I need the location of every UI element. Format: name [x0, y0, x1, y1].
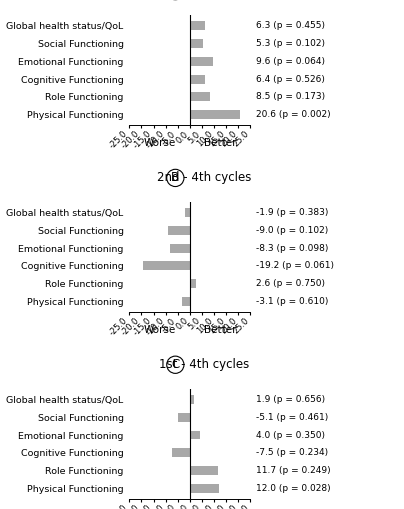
- Bar: [185, 208, 190, 217]
- Text: -8.3 (p = 0.098): -8.3 (p = 0.098): [256, 244, 328, 252]
- Bar: [190, 466, 218, 475]
- Text: 8.5 (p = 0.173): 8.5 (p = 0.173): [256, 92, 325, 101]
- Text: 9.6 (p = 0.064): 9.6 (p = 0.064): [256, 57, 325, 66]
- Bar: [190, 21, 205, 31]
- Text: 2.6 (p = 0.750): 2.6 (p = 0.750): [256, 279, 325, 288]
- Text: 11.7 (p = 0.249): 11.7 (p = 0.249): [256, 466, 330, 475]
- Bar: [170, 244, 190, 252]
- Bar: [190, 92, 210, 101]
- Text: -19.2 (p = 0.061): -19.2 (p = 0.061): [256, 262, 334, 270]
- Bar: [182, 297, 190, 306]
- Text: -5.1 (p = 0.461): -5.1 (p = 0.461): [256, 413, 328, 422]
- Bar: [190, 395, 194, 404]
- Text: 6.3 (p = 0.455): 6.3 (p = 0.455): [256, 21, 325, 31]
- Bar: [143, 262, 190, 270]
- Text: 12.0 (p = 0.028): 12.0 (p = 0.028): [256, 484, 330, 493]
- Text: -3.1 (p = 0.610): -3.1 (p = 0.610): [256, 297, 328, 306]
- Text: Worse: Worse: [143, 325, 176, 335]
- Text: Better: Better: [204, 138, 236, 149]
- Text: -1.9 (p = 0.383): -1.9 (p = 0.383): [256, 208, 328, 217]
- Text: -7.5 (p = 0.234): -7.5 (p = 0.234): [256, 448, 328, 457]
- Text: 1st - 4th cycles: 1st - 4th cycles: [159, 358, 250, 371]
- Bar: [190, 279, 196, 288]
- Bar: [190, 75, 205, 83]
- Text: 6.4 (p = 0.526): 6.4 (p = 0.526): [256, 75, 325, 83]
- Bar: [190, 57, 213, 66]
- Bar: [177, 413, 190, 422]
- Text: 4.0 (p = 0.350): 4.0 (p = 0.350): [256, 431, 325, 439]
- Text: 1.9 (p = 0.656): 1.9 (p = 0.656): [256, 395, 325, 404]
- Text: C: C: [171, 358, 179, 371]
- Text: 20.6 (p = 0.002): 20.6 (p = 0.002): [256, 110, 330, 119]
- Text: 5.3 (p = 0.102): 5.3 (p = 0.102): [256, 39, 325, 48]
- Bar: [172, 448, 190, 457]
- Bar: [190, 110, 240, 119]
- Text: Better: Better: [204, 325, 236, 335]
- Bar: [190, 39, 203, 48]
- Text: Worse: Worse: [143, 138, 176, 149]
- Bar: [168, 226, 190, 235]
- Text: B: B: [171, 172, 179, 184]
- Text: 2nd - 4th cycles: 2nd - 4th cycles: [157, 172, 252, 184]
- Bar: [190, 484, 219, 493]
- Text: -9.0 (p = 0.102): -9.0 (p = 0.102): [256, 226, 328, 235]
- Bar: [190, 431, 200, 439]
